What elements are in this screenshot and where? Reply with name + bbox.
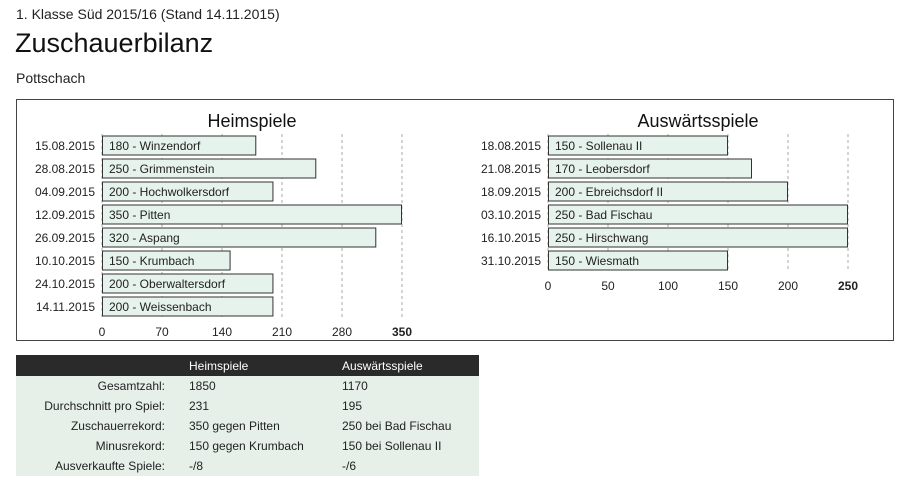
home-bar-label: 200 - Oberwaltersdorf xyxy=(109,277,226,291)
away-bar xyxy=(548,250,728,271)
table-row: Durchschnitt pro Spiel: 231 195 xyxy=(16,396,479,416)
stats-table: Heimspiele Auswärtsspiele Gesamtzahl: 18… xyxy=(16,355,479,476)
away-tick-label: 250 xyxy=(838,279,858,293)
page-title: Zuschauerbilanz xyxy=(15,28,214,58)
home-bar xyxy=(102,204,402,225)
away-bar-label: 250 - Bad Fischau xyxy=(555,208,652,222)
home-tick-label: 210 xyxy=(272,325,292,339)
away-bar xyxy=(548,227,848,248)
away-bar-label: 250 - Hirschwang xyxy=(555,231,648,245)
home-bar xyxy=(102,181,274,202)
stats-away-value: 250 bei Bad Fischau xyxy=(342,416,479,436)
home-date-label: 12.09.2015 xyxy=(35,208,95,222)
home-date-label: 15.08.2015 xyxy=(35,139,95,153)
chart-panel: Heimspiele 0 70 140 210 280 350 15.08.2015 180 -… xyxy=(16,99,894,341)
away-chart-title: Auswärtsspiele xyxy=(637,111,758,131)
away-tick-label: 200 xyxy=(778,279,798,293)
away-tick-label: 100 xyxy=(658,279,678,293)
stats-header-row: Heimspiele Auswärtsspiele xyxy=(16,355,479,376)
stats-away-value: 195 xyxy=(342,396,479,416)
table-row: Zuschauerrekord: 350 gegen Pitten 250 be… xyxy=(16,416,479,436)
away-date-label: 21.08.2015 xyxy=(481,162,541,176)
away-date-label: 16.10.2015 xyxy=(481,231,541,245)
home-tick-label: 70 xyxy=(155,325,169,339)
away-tick-label: 150 xyxy=(718,279,738,293)
attendance-charts: Heimspiele 0 70 140 210 280 350 15.08.2015 180 -… xyxy=(35,111,858,339)
away-date-label: 31.10.2015 xyxy=(481,254,541,268)
home-bar xyxy=(102,273,274,294)
stats-label: Ausverkaufte Spiele: xyxy=(16,456,189,476)
away-date-label: 18.09.2015 xyxy=(481,185,541,199)
stats-home-value: -/8 xyxy=(189,456,342,476)
home-date-label: 04.09.2015 xyxy=(35,185,95,199)
stats-away-value: 150 bei Sollenau II xyxy=(342,436,479,456)
stats-label: Zuschauerrekord: xyxy=(16,416,189,436)
stats-away-value: -/6 xyxy=(342,456,479,476)
home-tick-label: 350 xyxy=(392,325,412,339)
home-bar xyxy=(102,158,317,179)
away-bar xyxy=(548,181,788,202)
home-bar-label: 150 - Krumbach xyxy=(109,254,194,268)
away-bar-label: 150 - Wiesmath xyxy=(555,254,639,268)
home-tick-label: 140 xyxy=(212,325,232,339)
stats-header-empty xyxy=(16,355,189,376)
away-bar-label: 170 - Leobersdorf xyxy=(555,162,650,176)
home-bar-label: 180 - Winzendorf xyxy=(109,139,201,153)
stats-home-value: 150 gegen Krumbach xyxy=(189,436,342,456)
home-bar xyxy=(102,135,257,156)
home-bar-label: 320 - Aspang xyxy=(109,231,180,245)
home-date-label: 14.11.2015 xyxy=(36,300,95,314)
team-name: Pottschach xyxy=(16,70,86,86)
away-tick-label: 50 xyxy=(601,279,615,293)
table-row: Ausverkaufte Spiele: -/8 -/6 xyxy=(16,456,479,476)
stats-label: Durchschnitt pro Spiel: xyxy=(16,396,189,416)
home-date-label: 10.10.2015 xyxy=(35,254,95,268)
home-tick-label: 280 xyxy=(332,325,352,339)
stats-home-value: 1850 xyxy=(189,376,342,396)
away-bar xyxy=(548,158,752,179)
away-bar xyxy=(548,135,728,156)
away-tick-label: 0 xyxy=(545,279,552,293)
stats-header-home: Heimspiele xyxy=(189,355,342,376)
away-bar xyxy=(548,204,848,225)
table-row: Gesamtzahl: 1850 1170 xyxy=(16,376,479,396)
away-date-label: 18.08.2015 xyxy=(481,139,541,153)
home-bar xyxy=(102,227,377,248)
stats-label: Minusrekord: xyxy=(16,436,189,456)
stats-home-value: 231 xyxy=(189,396,342,416)
home-chart-title: Heimspiele xyxy=(207,111,296,131)
stats-header-away: Auswärtsspiele xyxy=(342,355,479,376)
home-date-label: 28.08.2015 xyxy=(35,162,95,176)
home-tick-label: 0 xyxy=(99,325,106,339)
home-bar xyxy=(102,250,231,271)
home-bar-label: 250 - Grimmenstein xyxy=(109,162,214,176)
home-bar-label: 200 - Weissenbach xyxy=(109,300,212,314)
home-bar-label: 350 - Pitten xyxy=(109,208,170,222)
away-bar-label: 200 - Ebreichsdorf II xyxy=(555,185,663,199)
stats-away-value: 1170 xyxy=(342,376,479,396)
home-date-label: 26.09.2015 xyxy=(35,231,95,245)
away-bar-label: 150 - Sollenau II xyxy=(555,139,642,153)
home-bar xyxy=(102,296,274,317)
table-row: Minusrekord: 150 gegen Krumbach 150 bei … xyxy=(16,436,479,456)
stats-label: Gesamtzahl: xyxy=(16,376,189,396)
away-date-label: 03.10.2015 xyxy=(481,208,541,222)
home-date-label: 24.10.2015 xyxy=(35,277,95,291)
home-bar-label: 200 - Hochwolkersdorf xyxy=(109,185,230,199)
league-title: 1. Klasse Süd 2015/16 (Stand 14.11.2015) xyxy=(16,6,280,22)
stats-home-value: 350 gegen Pitten xyxy=(189,416,342,436)
